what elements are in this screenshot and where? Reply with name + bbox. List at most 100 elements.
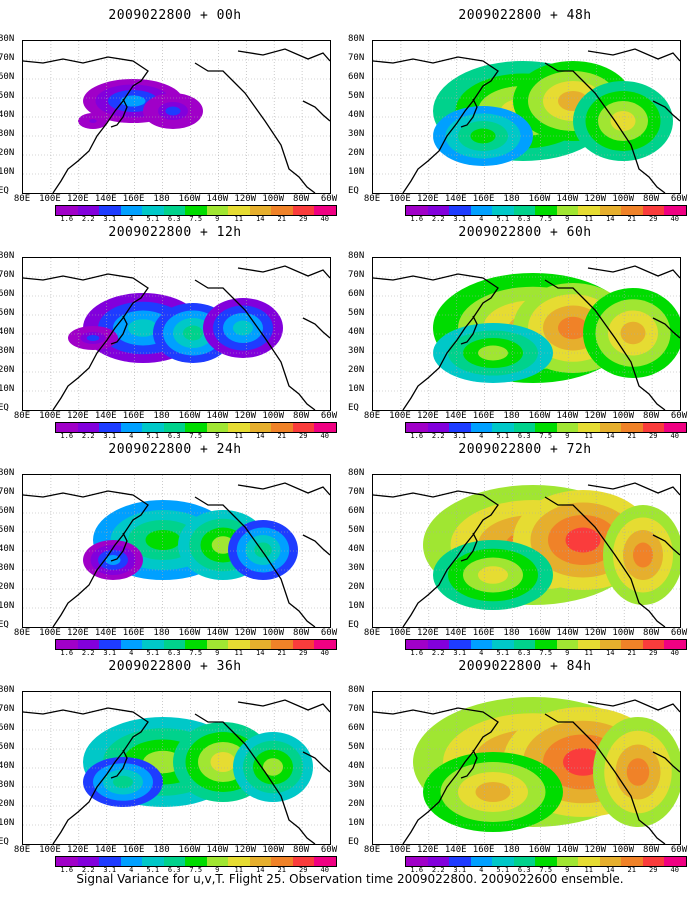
variance-contour [263,758,283,776]
colorbar-swatch [427,206,449,215]
latitude-tick-label: 70N [348,53,365,63]
colorbar [55,639,337,650]
longitude-tick-label: 80W [292,411,310,421]
longitude-labels: 80E 100E 120E 140E 160E 180 160W 140W 120W 100W 80… [354,411,698,423]
forecast-panel: 2009022800 + 72h EQ 10N 20N 30N 40N 50N 60N 70N 8… [348,434,700,657]
colorbar-swatch [406,857,428,866]
colorbar-tick-label: 7.5 [539,432,553,440]
latitude-tick-label: 20N [348,799,365,809]
longitude-tick-label: 120W [234,194,257,204]
latitude-tick-label: 80N [348,685,365,695]
variance-contour [475,782,511,802]
colorbar-tick-label: 9 [215,215,220,223]
colorbar-tick-label: 11 [584,649,593,657]
colorbar-tick-label: 40 [320,215,329,223]
longitude-tick-label: 80W [292,845,310,855]
coastline [652,317,680,339]
colorbar-tick-label: 29 [649,432,658,440]
colorbar-tick-label: 6.3 [517,215,531,223]
colorbar-swatch [513,423,535,432]
colorbar-swatch [492,206,514,215]
colorbar-tick-label: 5.1 [496,432,510,440]
longitude-tick-label: 120E [416,845,439,855]
colorbar-swatch [406,206,428,215]
longitude-tick-label: 120E [66,628,89,638]
colorbar-tick-label: 3.1 [103,649,117,657]
latitude-tick-label: 20N [0,799,15,809]
colorbar-labels: 1.6 2.2 3.1 4 5.1 6.3 7.5 9 11 14 21 29 40 [55,432,329,442]
coastline [302,317,330,339]
longitude-tick-label: 140E [444,411,467,421]
colorbar-tick-label: 6.3 [167,432,181,440]
coastline [544,62,666,193]
coastline [587,482,680,496]
colorbar-swatch [427,640,449,649]
forecast-panel: 2009022800 + 00h EQ 10N 20N 30N 40N 50N 60N 70N 8… [0,0,350,223]
colorbar-swatch [406,423,428,432]
coastline [237,699,330,713]
latitude-tick-label: 70N [0,487,15,497]
colorbar-tick-label: 40 [320,866,329,874]
colorbar-tick-label: 1.6 [410,432,424,440]
colorbar-tick-label: 14 [606,215,615,223]
colorbar-tick-label: 3.1 [453,866,467,874]
latitude-tick-label: 60N [0,72,15,82]
longitude-tick-label: 80E [13,628,31,638]
longitude-tick-label: 100W [262,628,285,638]
colorbar-swatch [142,640,164,649]
latitude-tick-label: 10N [0,384,15,394]
longitude-tick-label: 160W [528,411,551,421]
colorbar-tick-label: 2.2 [431,649,445,657]
colorbar-swatch [556,857,578,866]
colorbar-tick-label: 40 [670,215,679,223]
latitude-tick-label: 60N [0,506,15,516]
longitude-tick-label: 80E [13,845,31,855]
colorbar-tick-label: 2.2 [81,649,95,657]
colorbar-tick-label: 6.3 [517,432,531,440]
colorbar-tick-label: 21 [627,215,636,223]
latitude-tick-label: 30N [348,780,365,790]
forecast-panel: 2009022800 + 48h EQ 10N 20N 30N 40N 50N 60N 70N 8… [348,0,700,223]
longitude-tick-label: 120W [234,845,257,855]
colorbar-swatch [163,206,185,215]
colorbar-swatch [271,206,293,215]
longitude-tick-label: 140W [206,845,229,855]
forecast-panel: 2009022800 + 36h EQ 10N 20N 30N 40N 50N 60N 70N 8… [0,651,350,874]
colorbar-tick-label: 21 [627,432,636,440]
variance-contour [183,325,203,341]
colorbar-swatch [292,640,314,649]
colorbar-tick-label: 9 [565,649,570,657]
colorbar-swatch [664,423,686,432]
coastline [302,100,330,122]
longitude-tick-label: 100W [612,411,635,421]
variance-contour [563,748,603,776]
longitude-tick-label: 160E [472,411,495,421]
colorbar-tick-label: 4 [129,432,134,440]
coastline [194,496,316,627]
longitude-tick-label: 140W [556,628,579,638]
latitude-tick-label: EQ [348,837,359,847]
longitude-labels: 80E 100E 120E 140E 160E 180 160W 140W 120W 100W 80… [354,845,698,857]
colorbar-tick-label: 29 [299,866,308,874]
variance-map [23,692,330,844]
variance-contour [478,566,508,584]
colorbar-swatch [185,206,207,215]
colorbar-swatch [56,206,78,215]
latitude-tick-label: 70N [348,270,365,280]
colorbar-tick-label: 21 [277,649,286,657]
longitude-tick-label: 100E [39,845,61,855]
colorbar-swatch [621,206,643,215]
variance-contour [558,316,588,340]
colorbar-tick-label: 5.1 [496,649,510,657]
colorbar-tick-label: 14 [606,866,615,874]
longitude-tick-label: 180 [503,628,520,638]
latitude-tick-label: EQ [0,403,9,413]
latitude-tick-label: 70N [0,270,15,280]
longitude-tick-label: 160W [178,845,201,855]
colorbar-swatch [120,206,142,215]
colorbar-tick-label: 40 [670,432,679,440]
latitude-tick-label: 10N [0,167,15,177]
latitude-tick-label: 20N [0,582,15,592]
colorbar-swatch [599,857,621,866]
coastline [194,279,316,410]
